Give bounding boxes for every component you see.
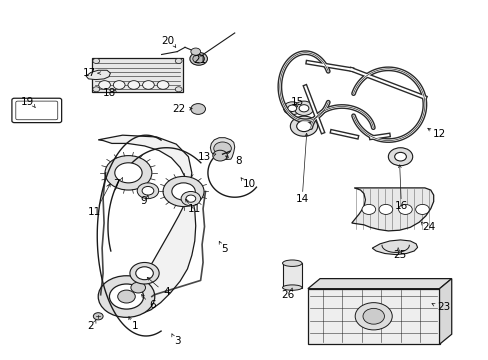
Circle shape bbox=[142, 186, 154, 195]
FancyBboxPatch shape bbox=[12, 98, 61, 123]
Polygon shape bbox=[86, 70, 110, 80]
Circle shape bbox=[398, 204, 411, 215]
Text: 4: 4 bbox=[163, 287, 169, 297]
Text: 19: 19 bbox=[21, 97, 34, 107]
Text: 5: 5 bbox=[221, 244, 228, 254]
Circle shape bbox=[378, 204, 392, 215]
Circle shape bbox=[212, 150, 227, 161]
Ellipse shape bbox=[282, 260, 302, 266]
Circle shape bbox=[136, 267, 153, 280]
Bar bbox=[282, 263, 302, 288]
Circle shape bbox=[287, 105, 296, 112]
Circle shape bbox=[128, 81, 140, 89]
Text: 23: 23 bbox=[436, 302, 449, 312]
Text: 2: 2 bbox=[87, 321, 94, 331]
Circle shape bbox=[118, 290, 135, 303]
Circle shape bbox=[130, 262, 159, 284]
Text: 7: 7 bbox=[113, 179, 120, 189]
Circle shape bbox=[93, 87, 100, 92]
Text: 10: 10 bbox=[243, 179, 255, 189]
Bar bbox=[92, 58, 182, 92]
Circle shape bbox=[115, 163, 142, 183]
Circle shape bbox=[175, 87, 182, 92]
Text: 25: 25 bbox=[392, 249, 406, 260]
Circle shape bbox=[105, 156, 152, 190]
Ellipse shape bbox=[282, 285, 302, 290]
Circle shape bbox=[189, 52, 207, 65]
Bar bbox=[307, 289, 439, 344]
Text: 26: 26 bbox=[280, 290, 293, 300]
Text: 24: 24 bbox=[421, 222, 434, 232]
Text: 6: 6 bbox=[149, 300, 156, 310]
Circle shape bbox=[299, 105, 308, 112]
Circle shape bbox=[354, 303, 391, 330]
Text: 16: 16 bbox=[394, 201, 407, 211]
Polygon shape bbox=[371, 240, 417, 255]
Text: 1: 1 bbox=[131, 321, 138, 331]
Circle shape bbox=[137, 183, 158, 199]
Text: 11: 11 bbox=[87, 207, 101, 217]
Polygon shape bbox=[439, 279, 451, 344]
Circle shape bbox=[192, 54, 204, 63]
Circle shape bbox=[99, 81, 110, 89]
Polygon shape bbox=[307, 279, 451, 289]
Text: 14: 14 bbox=[295, 194, 308, 204]
Text: 9: 9 bbox=[141, 196, 147, 206]
Text: 22: 22 bbox=[172, 104, 185, 114]
Circle shape bbox=[93, 58, 100, 63]
Text: 11: 11 bbox=[188, 204, 201, 215]
Circle shape bbox=[283, 102, 301, 115]
Circle shape bbox=[190, 48, 200, 55]
Text: 8: 8 bbox=[235, 156, 242, 166]
Text: 21: 21 bbox=[193, 54, 206, 64]
Text: 17: 17 bbox=[82, 68, 96, 78]
Text: 18: 18 bbox=[102, 88, 115, 98]
Circle shape bbox=[296, 121, 311, 132]
Polygon shape bbox=[210, 138, 234, 159]
Circle shape bbox=[181, 192, 200, 206]
Circle shape bbox=[190, 104, 205, 114]
Circle shape bbox=[362, 309, 384, 324]
Circle shape bbox=[415, 204, 428, 215]
Text: 15: 15 bbox=[290, 97, 303, 107]
Circle shape bbox=[142, 81, 154, 89]
Circle shape bbox=[294, 101, 313, 116]
Circle shape bbox=[157, 81, 168, 89]
Circle shape bbox=[361, 204, 375, 215]
Circle shape bbox=[163, 176, 203, 207]
Text: 20: 20 bbox=[161, 36, 174, 46]
Text: 3: 3 bbox=[174, 336, 180, 346]
Polygon shape bbox=[98, 135, 195, 314]
Circle shape bbox=[290, 116, 317, 136]
Text: 12: 12 bbox=[432, 129, 445, 139]
Circle shape bbox=[113, 81, 125, 89]
Circle shape bbox=[394, 152, 406, 161]
Text: 13: 13 bbox=[198, 152, 211, 162]
Circle shape bbox=[185, 195, 195, 202]
Circle shape bbox=[387, 148, 412, 166]
Circle shape bbox=[175, 58, 182, 63]
Circle shape bbox=[171, 183, 195, 200]
Circle shape bbox=[109, 284, 143, 309]
Polygon shape bbox=[351, 188, 433, 231]
Circle shape bbox=[93, 313, 103, 320]
Circle shape bbox=[98, 276, 155, 318]
Circle shape bbox=[213, 142, 231, 155]
Circle shape bbox=[131, 282, 145, 293]
